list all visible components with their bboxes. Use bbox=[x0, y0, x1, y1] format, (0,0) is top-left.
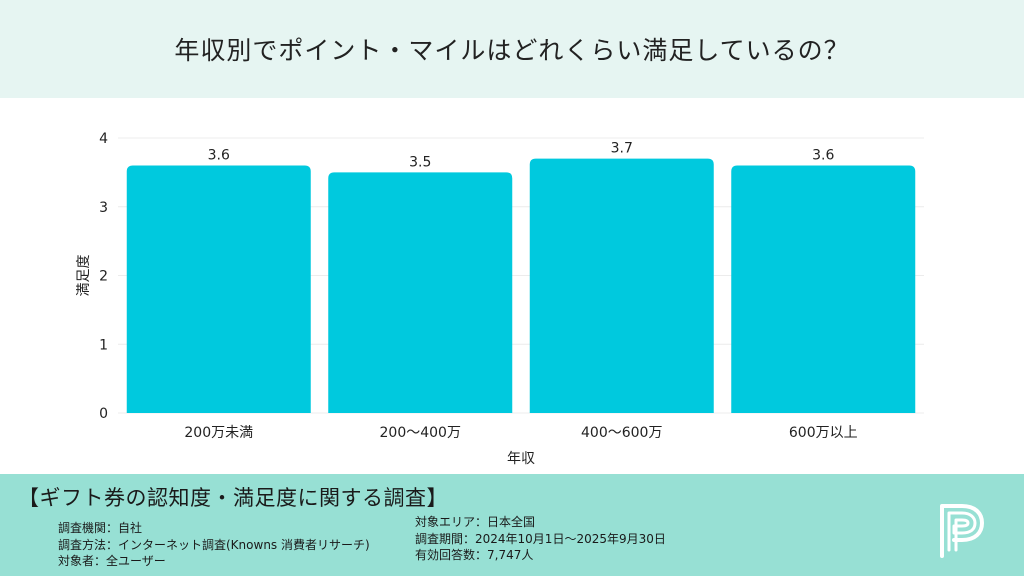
header-banner: 年収別でポイント・マイルはどれくらい満足しているの？ bbox=[0, 0, 1024, 98]
survey-info-right: 対象エリア：日本全国 調査期間：2024年10月1日〜2025年9月30日 有効… bbox=[415, 514, 666, 564]
bar-value-label: 3.7 bbox=[611, 141, 633, 157]
survey-area: 対象エリア：日本全国 bbox=[415, 515, 536, 529]
survey-period: 調査期間：2024年10月1日〜2025年9月30日 bbox=[415, 531, 666, 546]
x-tick-label: 200〜400万 bbox=[380, 425, 461, 441]
y-tick-label: 1 bbox=[99, 337, 108, 353]
bar-chart: 0 1 2 3 4 3.6 200万未満 3.5 200〜400万 3.7 400〜600万 3.6 6… bbox=[0, 98, 1024, 474]
x-tick-label: 400〜600万 bbox=[581, 425, 662, 441]
bar bbox=[529, 158, 714, 413]
x-tick-label: 200万未満 bbox=[184, 425, 253, 441]
bar-value-label: 3.6 bbox=[812, 148, 834, 164]
bar bbox=[126, 165, 311, 413]
bar bbox=[731, 165, 916, 413]
survey-info-left: 調査機関：自社 調査方法：インターネット調査(Knowns 消費者リサーチ) 対… bbox=[58, 520, 370, 570]
bar-value-label: 3.6 bbox=[208, 148, 230, 164]
page-title: 年収別でポイント・マイルはどれくらい満足しているの？ bbox=[174, 36, 850, 65]
survey-organization: 調査機関：自社 bbox=[58, 521, 143, 535]
y-tick-label: 4 bbox=[99, 131, 108, 147]
bar-value-label: 3.5 bbox=[409, 154, 431, 170]
survey-title: 【ギフト券の認知度・満足度に関する調査】 bbox=[18, 486, 448, 510]
survey-target: 対象者：全ユーザー bbox=[58, 554, 166, 568]
chart-svg: 0 1 2 3 4 3.6 200万未満 3.5 200〜400万 3.7 400〜600万 3.6 6… bbox=[76, 131, 924, 467]
x-tick-label: 600万以上 bbox=[789, 425, 858, 441]
survey-method: 調査方法：インターネット調査(Knowns 消費者リサーチ) bbox=[58, 537, 370, 552]
p-logo-icon bbox=[940, 504, 984, 558]
bar bbox=[328, 172, 513, 413]
footer-panel: 【ギフト券の認知度・満足度に関する調査】 調査機関：自社 調査方法：インターネッ… bbox=[0, 474, 1024, 576]
y-axis-label: 満足度 bbox=[76, 255, 92, 297]
x-axis-label: 年収 bbox=[507, 451, 535, 467]
y-tick-label: 3 bbox=[99, 200, 108, 216]
y-tick-label: 2 bbox=[99, 269, 108, 285]
y-tick-label: 0 bbox=[99, 406, 108, 422]
survey-responses: 有効回答数：7,747人 bbox=[415, 548, 534, 562]
